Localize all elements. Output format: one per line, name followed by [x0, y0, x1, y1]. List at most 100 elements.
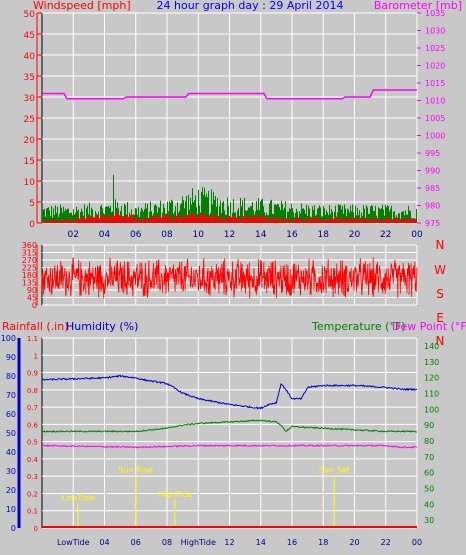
direction-tick-label: 270 [22, 256, 37, 265]
humidity-tick-label: 20 [6, 486, 16, 495]
temperature-tick-label: 120 [424, 374, 439, 383]
barometer-tick-label: 1000 [425, 132, 445, 141]
wind-tick-label: 50 [24, 10, 36, 20]
rainfall-axis-label: Rainfall (.in) [2, 320, 69, 333]
wind-tick-label: 40 [24, 52, 36, 62]
temperature-tick-label: 90 [424, 421, 434, 430]
barometer-tick-label: 1020 [425, 62, 445, 71]
x-tick-label: 08 [161, 230, 173, 240]
wind-tick-label: 30 [24, 94, 36, 104]
barometer-tick-label: 1015 [425, 79, 445, 88]
temperature-tick-label: 130 [424, 358, 439, 367]
barometer-tick-label: 975 [425, 219, 440, 228]
humidity-tick-label: 40 [6, 448, 16, 457]
x-tick-label: 10 [193, 230, 205, 240]
wind-tick-label: 45 [24, 31, 35, 41]
x-tick-label: HighTide [181, 538, 216, 547]
humidity-tick-label: 60 [6, 410, 16, 419]
x-tick-label: 00 [412, 538, 422, 547]
temperature-tick-label: 70 [424, 453, 434, 462]
humidity-line [41, 374, 418, 410]
temperature-tick-label: 110 [424, 389, 439, 398]
x-tick-label: 02 [68, 230, 79, 240]
rain-tick-label: 0.6 [27, 421, 39, 429]
direction-tick-label: 315 [22, 249, 37, 258]
x-tick-label: 06 [131, 538, 141, 547]
wind-tick-label: 35 [24, 73, 35, 83]
compass-label: S [436, 287, 444, 301]
humidity-tick-label: 10 [6, 505, 16, 514]
wind-tick-label: 20 [24, 136, 36, 146]
wind-tick-label: 15 [24, 157, 35, 167]
rain-tick-label: 0.3 [27, 473, 38, 481]
x-tick-label: 22 [380, 230, 391, 240]
x-tick-label: 14 [256, 538, 266, 547]
barometer-tick-label: 980 [425, 202, 440, 211]
x-tick-label: 00 [411, 230, 423, 240]
barometer-tick-label: 990 [425, 167, 440, 176]
x-tick-label: 04 [99, 538, 109, 547]
humidity-tick-label: 0 [11, 524, 16, 533]
direction-tick-label: 45 [27, 294, 37, 303]
x-tick-label: 20 [349, 230, 361, 240]
barometer-tick-label: 1030 [425, 27, 445, 36]
humidity-tick-label: 30 [6, 467, 16, 476]
humidity-axis-label: Humidity (%) [66, 320, 138, 333]
x-tick-label: 06 [130, 230, 142, 240]
barometer-tick-label: 1025 [425, 44, 445, 53]
dewpoint-line [41, 444, 417, 449]
rain-tick-label: 0.4 [27, 456, 39, 464]
direction-tick-label: 180 [22, 271, 37, 280]
wind-direction-line [41, 257, 418, 299]
humidity-tick-label: 80 [6, 372, 16, 381]
temperature-tick-label: 30 [424, 516, 434, 525]
x-tick-label: 12 [224, 538, 234, 547]
humidity-tick-label: 100 [1, 334, 16, 343]
chart-title: 24 hour graph day : 29 April 2014 [157, 0, 344, 12]
temperature-axis-label: Temperature (°F) [311, 320, 406, 333]
temperature-tick-label: 80 [424, 437, 434, 446]
x-tick-label: 04 [99, 230, 111, 240]
rain-tick-label: 0.7 [27, 404, 38, 412]
wind-axis-label: Windspeed [mph] [33, 0, 131, 12]
direction-tick-label: 135 [22, 279, 37, 288]
barometer-tick-label: 995 [425, 149, 440, 158]
x-tick-label: 22 [381, 538, 391, 547]
compass-label: N [436, 334, 445, 348]
event-label: LowTide [62, 493, 95, 502]
compass-label: W [434, 263, 446, 277]
temperature-line [41, 419, 417, 433]
rain-tick-label: 0.9 [27, 370, 38, 378]
direction-tick-label: 90 [27, 286, 37, 295]
compass-label: N [436, 238, 445, 252]
x-tick-label: 16 [286, 230, 298, 240]
x-tick-label: 14 [255, 230, 267, 240]
direction-tick-label: 0 [32, 301, 37, 310]
barometer-tick-label: 1035 [425, 9, 445, 18]
rain-tick-label: 1.1 [27, 335, 38, 343]
barometer-line [42, 89, 417, 100]
x-tick-label: 16 [287, 538, 297, 547]
barometer-tick-label: 1010 [425, 97, 445, 106]
temperature-tick-label: 140 [424, 342, 439, 351]
event-label: HighTide [157, 490, 192, 499]
temperature-tick-label: 60 [424, 469, 434, 478]
x-tick-label: 18 [318, 538, 328, 547]
x-tick-label: LowTide [57, 538, 90, 547]
temperature-tick-label: 50 [424, 484, 434, 493]
rain-tick-label: 0.1 [27, 508, 38, 516]
event-label: Sun Set [319, 466, 350, 475]
temperature-tick-label: 100 [424, 405, 439, 414]
wind-tick-label: 10 [24, 178, 36, 188]
humidity-tick-label: 50 [6, 429, 16, 438]
rain-tick-label: 0 [34, 525, 38, 533]
rain-tick-label: 1 [34, 352, 38, 360]
wind-tick-label: 25 [24, 115, 35, 125]
rain-tick-label: 0.8 [27, 387, 38, 395]
temperature-tick-label: 40 [424, 500, 434, 509]
x-tick-label: 12 [224, 230, 235, 240]
rain-tick-label: 0.5 [27, 439, 38, 447]
compass-label: E [436, 311, 444, 325]
x-tick-label: 08 [162, 538, 172, 547]
